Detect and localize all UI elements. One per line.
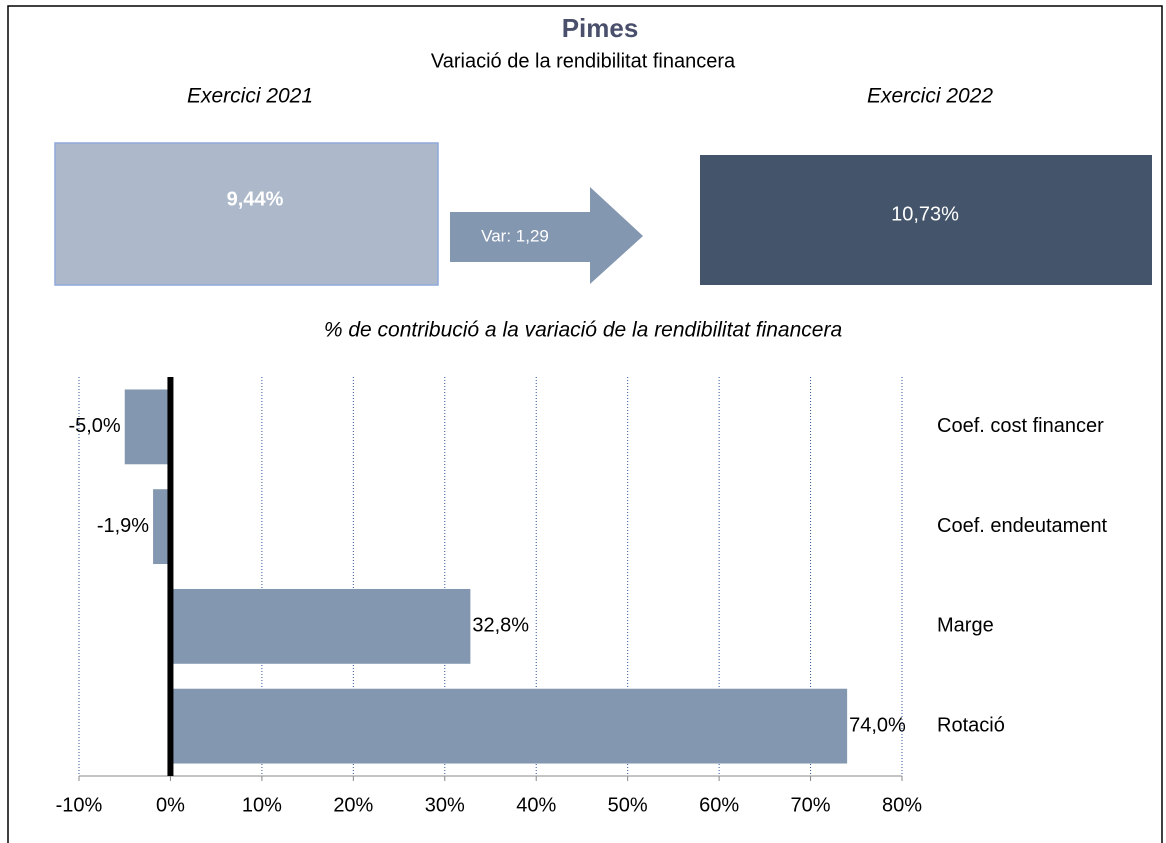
x-tick-label: 70% bbox=[791, 794, 831, 816]
period-box bbox=[54, 142, 439, 286]
x-tick-label: 0% bbox=[156, 794, 185, 816]
bar bbox=[124, 389, 171, 465]
bar bbox=[170, 588, 471, 664]
x-tick-label: 50% bbox=[608, 794, 648, 816]
x-tick-label: 30% bbox=[425, 794, 465, 816]
category-label: Rotació bbox=[937, 714, 1005, 736]
period-box bbox=[700, 155, 1152, 285]
variation-label: Var: 1,29 bbox=[481, 226, 549, 245]
chart-title: % de contribució a la variació de la ren… bbox=[324, 319, 842, 342]
data-label: -1,9% bbox=[97, 515, 149, 537]
frame bbox=[7, 5, 1163, 843]
x-tick-label: -10% bbox=[56, 794, 103, 816]
x-tick-label: 10% bbox=[242, 794, 282, 816]
x-tick-label: 20% bbox=[333, 794, 373, 816]
subtitle: Variació de la rendibilitat financera bbox=[431, 50, 736, 72]
title: Pimes bbox=[562, 13, 639, 43]
period-label: Exercici 2022 bbox=[867, 85, 993, 108]
data-label: 32,8% bbox=[472, 615, 529, 637]
period-value: 9,44% bbox=[227, 188, 284, 210]
category-label: Marge bbox=[937, 615, 994, 637]
category-label: Coef. cost financer bbox=[937, 415, 1104, 437]
period-label: Exercici 2021 bbox=[187, 85, 313, 108]
data-label: -5,0% bbox=[68, 415, 120, 437]
data-label: 74,0% bbox=[849, 714, 906, 736]
bar bbox=[153, 489, 171, 565]
x-tick-label: 80% bbox=[882, 794, 922, 816]
bar bbox=[170, 688, 848, 764]
x-tick-label: 60% bbox=[699, 794, 739, 816]
category-label: Coef. endeutament bbox=[937, 515, 1108, 537]
period-value: 10,73% bbox=[891, 203, 959, 225]
x-tick-label: 40% bbox=[516, 794, 556, 816]
variation-arrow bbox=[450, 187, 643, 284]
